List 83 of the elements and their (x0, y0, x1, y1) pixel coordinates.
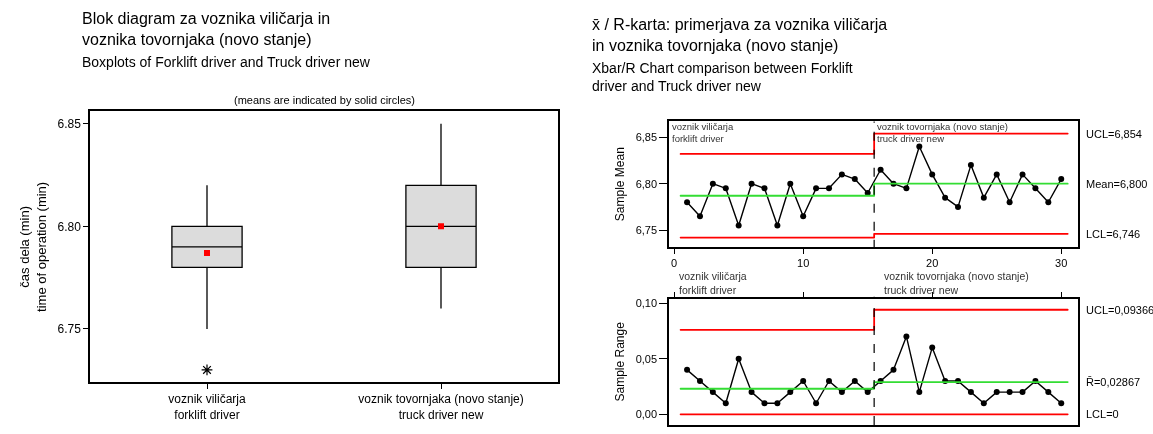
point (1058, 400, 1065, 407)
y-tick-label: 0,00 (635, 408, 658, 421)
chart-title: x̄ / R-karta: primerjava za voznika viličarja in voznika tovornjaka (novo stanje) (592, 16, 888, 54)
x-tick-label: 0 (671, 256, 678, 269)
point (851, 176, 858, 183)
point (967, 162, 974, 169)
point (980, 194, 987, 201)
point (761, 400, 768, 407)
point (787, 180, 794, 187)
point (735, 355, 742, 362)
point (1019, 171, 1026, 178)
chart-title: Blok diagram za voznika viličarja in voznika tovornjaka (novo stanje) (82, 10, 331, 48)
point (825, 185, 832, 192)
point (955, 203, 962, 210)
annotation: voznik viličarja forklift driver (672, 121, 734, 145)
y-tick-label: 6.80 (57, 219, 82, 234)
annotation: voznik tovornjaka (novo stanje) truck driver new (877, 121, 1008, 145)
y-tick-label: 0,05 (635, 352, 658, 365)
chart-subtitle: Xbar/R Chart comparison between Forklift driver and Truck driver new (592, 60, 853, 95)
text: LCL=0 (1086, 408, 1119, 420)
x-tick-label: 10 (797, 256, 810, 269)
point (1006, 389, 1013, 396)
point (774, 222, 781, 229)
point (1019, 389, 1026, 396)
point (709, 180, 716, 187)
point (684, 366, 691, 373)
point (929, 171, 936, 178)
point (722, 185, 729, 192)
point (903, 333, 910, 340)
point (1032, 185, 1039, 192)
point (1058, 176, 1065, 183)
y-axis-title: Sample Range (613, 321, 628, 402)
y-tick-label: 6,85 (635, 131, 658, 144)
point (980, 400, 987, 407)
text: UCL=6,854 (1086, 128, 1142, 140)
point (916, 143, 923, 150)
point (1006, 199, 1013, 206)
point (735, 222, 742, 229)
y-axis-title: čas dela (min) time of operation (min) (17, 181, 49, 312)
point (864, 189, 871, 196)
point (684, 199, 691, 206)
point (993, 171, 1000, 178)
y-tick-label: 6,75 (635, 224, 658, 236)
point (890, 366, 897, 373)
point (942, 194, 949, 201)
text: R̄=0,02867 (1086, 376, 1141, 388)
point (800, 213, 807, 220)
y-tick-label: 6.85 (57, 117, 82, 131)
y-tick-label: 6,80 (635, 177, 658, 190)
point (838, 389, 845, 396)
point (722, 400, 729, 407)
point (967, 389, 974, 396)
point (929, 344, 936, 351)
point (813, 400, 820, 407)
point (903, 185, 910, 192)
point (800, 377, 807, 384)
point (696, 213, 703, 220)
text: UCL=0,09366 (1086, 304, 1153, 316)
point (774, 400, 781, 407)
y-tick-label: 6.75 (57, 322, 82, 337)
point (761, 185, 768, 192)
point (993, 389, 1000, 396)
point (813, 185, 820, 192)
point (825, 377, 832, 384)
text: (means are indicated by solid circles) (234, 94, 415, 106)
point (851, 377, 858, 384)
x-tick-label: 30 (1055, 256, 1068, 269)
point (838, 171, 845, 178)
y-tick-label: 0,10 (635, 296, 658, 309)
point (709, 389, 716, 396)
point (1045, 199, 1052, 206)
point (916, 389, 923, 396)
point (787, 389, 794, 396)
text: LCL=6,746 (1086, 228, 1141, 240)
text: Mean=6,800 (1086, 178, 1148, 190)
point (1045, 389, 1052, 396)
point (696, 377, 703, 384)
chart-subtitle: Boxplots of Forklift driver and Truck driver new (82, 54, 371, 70)
point (748, 180, 755, 187)
point (864, 389, 871, 396)
y-axis-title: Sample Mean (613, 147, 628, 222)
x-tick-label: 20 (926, 256, 939, 269)
point (877, 166, 884, 173)
